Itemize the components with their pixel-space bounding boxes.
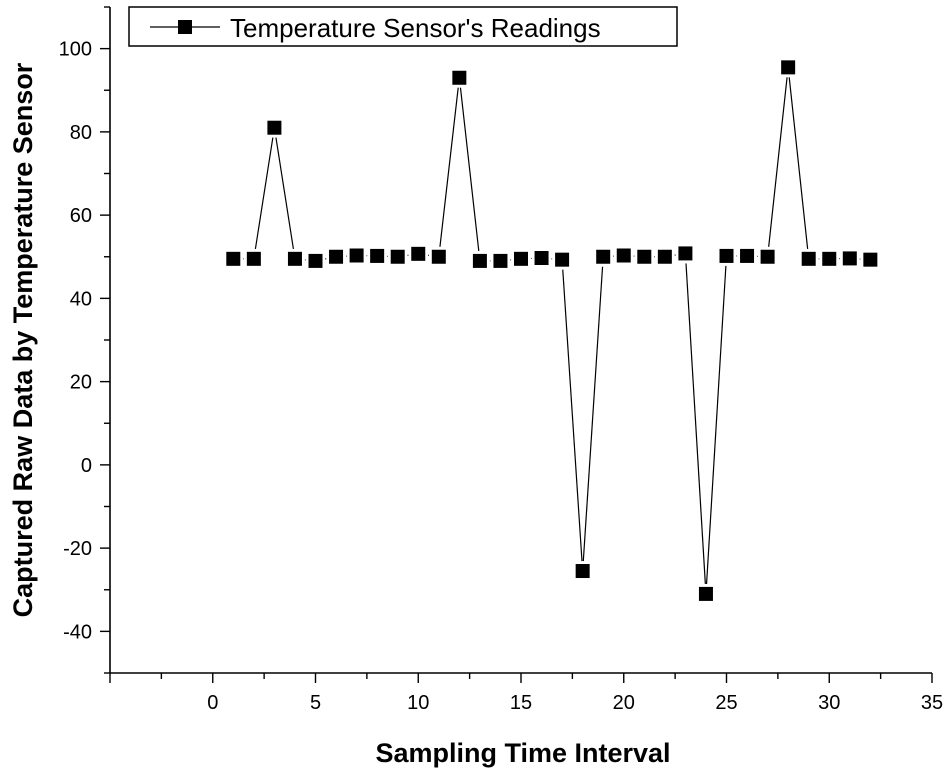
legend: Temperature Sensor's Readings <box>128 6 678 47</box>
data-point-marker <box>719 248 734 263</box>
data-point-marker <box>411 246 426 261</box>
data-point-marker <box>678 246 693 261</box>
data-point-marker <box>534 250 549 265</box>
x-tick-label: 25 <box>715 692 737 714</box>
series-line-segment <box>439 87 459 247</box>
data-point-marker <box>514 251 528 266</box>
series-line-segment <box>275 137 294 250</box>
y-tick-label: 20 <box>70 372 92 394</box>
data-point-marker <box>308 253 323 268</box>
data-point-marker <box>390 249 405 264</box>
y-tick-label: 60 <box>70 205 92 227</box>
series-line-segment <box>459 87 480 252</box>
data-point-marker <box>698 586 713 601</box>
x-tick-label: 30 <box>818 692 840 714</box>
data-point-marker <box>452 70 467 85</box>
data-point-marker <box>349 248 364 263</box>
data-point-marker <box>287 251 302 266</box>
series-line-segment <box>254 137 274 250</box>
series-temperature-readings <box>226 60 878 601</box>
y-tick-label: 80 <box>70 122 92 144</box>
y-tick-label: 0 <box>81 455 92 477</box>
x-axis-title: Sampling Time Interval <box>375 738 670 768</box>
series-line-segment <box>562 269 583 562</box>
y-axis-title: Captured Raw Data by Temperature Sensor <box>8 62 38 617</box>
x-tick-label: 5 <box>310 692 321 714</box>
data-point-marker <box>329 249 344 264</box>
data-point-marker <box>863 252 878 267</box>
y-tick-label: -20 <box>63 538 92 560</box>
data-point-marker <box>555 252 570 267</box>
data-point-marker <box>575 564 590 579</box>
y-tick-label: 100 <box>59 39 92 61</box>
data-point-marker <box>616 248 631 263</box>
data-point-marker <box>246 251 261 266</box>
x-tick-label: 10 <box>407 692 429 714</box>
series-line-segment <box>788 77 809 249</box>
data-point-marker <box>267 120 282 135</box>
axes: 0 5 10 15 20 25 30 35 -40 -20 0 20 40 60 80 100 <box>59 6 943 714</box>
x-tick-label: 35 <box>921 692 943 714</box>
data-point-marker <box>657 249 672 264</box>
series-line-segment <box>582 266 604 562</box>
data-point-marker <box>431 249 446 264</box>
data-point-marker <box>822 251 837 266</box>
data-point-marker <box>370 248 385 263</box>
y-tick-label: 40 <box>70 288 92 310</box>
legend-entry-label: Temperature Sensor's Readings <box>230 13 601 43</box>
data-point-marker <box>781 60 796 75</box>
data-point-marker <box>226 251 241 266</box>
data-point-marker <box>472 253 487 268</box>
series-line-segment <box>768 77 788 247</box>
legend-marker-sample <box>178 20 192 34</box>
legend-box <box>128 6 678 47</box>
data-point-marker <box>596 249 611 264</box>
data-point-marker <box>760 249 775 264</box>
x-tick-label: 20 <box>613 692 635 714</box>
series-line-segment <box>685 263 706 584</box>
x-tick-label: 0 <box>207 692 218 714</box>
x-tick-label: 15 <box>510 692 532 714</box>
data-point-marker <box>493 253 508 268</box>
data-point-marker <box>740 248 755 263</box>
data-point-marker <box>842 251 857 266</box>
y-tick-label: -40 <box>63 621 92 643</box>
data-point-marker <box>637 249 652 264</box>
data-point-marker <box>801 251 816 266</box>
series-line-segment <box>705 265 727 584</box>
